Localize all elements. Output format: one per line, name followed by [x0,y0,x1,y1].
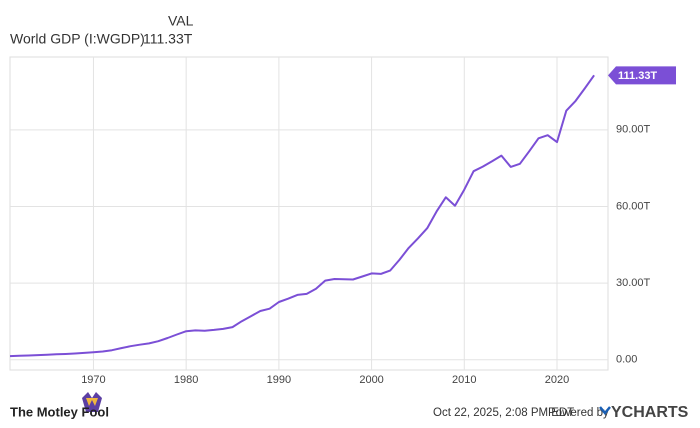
brand-logo [82,392,102,412]
x-tick-label: 1970 [81,374,105,386]
x-tick-label: 2020 [545,374,569,386]
x-tick-label: 2010 [452,374,476,386]
plot-area [9,56,609,371]
y-tick-label: 90.00T [616,124,651,136]
x-tick-label: 2000 [359,374,383,386]
x-tick-label: 1990 [267,374,291,386]
series-line [9,74,595,358]
end-value-label: 111.33T [618,70,657,82]
legend-value: 111.33T [143,31,193,47]
end-value-flag [608,66,676,85]
ycharts-logo: YCHARTS [611,404,689,421]
y-tick-label: 60.00T [616,200,651,212]
powered-by: Powered by [548,407,609,419]
y-tick-label: 30.00T [616,277,651,289]
ycharts-icon [599,406,611,415]
timestamp: Oct 22, 2025, 2:08 PM EDT [433,407,574,419]
legend-header: VAL [168,13,194,29]
x-tick-label: 1980 [174,374,198,386]
brand-name: The Motley Fool [10,404,109,419]
legend-series-name: World GDP (I:WGDP) [10,31,145,47]
y-tick-label: 0.00 [616,354,637,366]
